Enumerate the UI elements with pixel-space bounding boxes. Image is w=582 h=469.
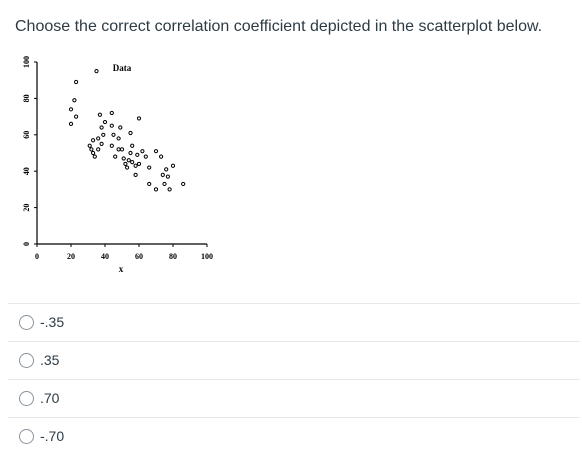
scatter-point <box>92 154 97 159</box>
answer-list: -.35 .35 .70 -.70 <box>0 303 582 455</box>
scatter-point <box>116 147 121 152</box>
scatter-point <box>118 125 123 130</box>
scatter-point <box>136 161 142 167</box>
radio-button[interactable] <box>19 353 34 368</box>
scatter-point <box>181 181 186 187</box>
answer-option-neg-035[interactable]: -.35 <box>8 303 580 341</box>
scatter-point <box>109 143 114 148</box>
x-tick-label: 20 <box>67 252 75 261</box>
scatter-point <box>167 187 172 192</box>
scatter-point <box>125 165 130 170</box>
scatter-point <box>89 147 94 152</box>
scatter-point <box>123 161 128 167</box>
x-tick-label: 0 <box>35 252 39 261</box>
answer-label: .70 <box>40 390 60 406</box>
radio-button[interactable] <box>19 391 34 406</box>
question-text: Choose the correct correlation coefficie… <box>15 18 543 35</box>
scatter-point <box>128 130 133 136</box>
scatter-point <box>130 143 135 148</box>
y-tick-label: 100 <box>22 56 31 68</box>
scatter-point <box>133 163 138 168</box>
scatter-point <box>121 156 126 161</box>
y-tick-label: 0 <box>22 242 31 246</box>
scatter-point <box>111 132 116 137</box>
scatter-point <box>130 160 135 165</box>
scatter-point <box>74 114 79 119</box>
scatter-point <box>165 174 170 179</box>
scatter-point <box>153 187 159 192</box>
answer-option-035[interactable]: .35 <box>8 341 580 379</box>
scatter-point <box>74 79 79 85</box>
scatter-point <box>99 125 104 130</box>
scatter-point <box>128 150 133 156</box>
answer-label: -.35 <box>40 314 65 330</box>
scatter-point <box>153 149 159 154</box>
scatter-point <box>109 123 114 128</box>
y-tick-label: 80 <box>22 94 31 102</box>
scatter-point <box>143 154 148 159</box>
scatter-point <box>133 172 138 177</box>
scatter-point <box>94 69 99 74</box>
radio-button[interactable] <box>19 429 34 444</box>
scatter-point <box>116 136 121 141</box>
answer-option-070[interactable]: .70 <box>8 379 580 417</box>
y-tick-label: 60 <box>22 131 31 139</box>
scatter-point <box>136 116 142 121</box>
scatter-point <box>160 172 165 177</box>
answer-option-neg-070[interactable]: -.70 <box>8 417 580 455</box>
radio-button[interactable] <box>19 315 34 330</box>
scatter-point <box>113 154 118 159</box>
scatter-point <box>140 149 145 154</box>
scatter-point <box>159 154 164 159</box>
y-tick-label: 40 <box>22 167 31 175</box>
scatter-chart: Data 0 20 40 60 80 100 0 20 40 60 80 100 x <box>22 56 213 274</box>
scatter-point <box>87 143 92 148</box>
x-tick-label: 80 <box>169 252 177 261</box>
x-tick-label: 40 <box>101 252 109 261</box>
scatter-point <box>68 121 74 126</box>
chart-title: Data <box>113 63 132 73</box>
scatter-point <box>102 119 108 125</box>
y-tick-label: 20 <box>22 204 31 212</box>
x-tick-label: 60 <box>135 252 143 261</box>
scatter-point <box>99 141 104 146</box>
scatter-point <box>68 107 74 112</box>
scatter-point <box>96 136 101 141</box>
scatter-point <box>72 98 77 103</box>
answer-label: .35 <box>40 352 60 368</box>
scatter-point <box>119 147 125 152</box>
scatter-point <box>109 110 114 116</box>
scatter-point <box>96 147 101 152</box>
scatter-point <box>126 158 131 163</box>
scatter-point <box>170 163 176 168</box>
scatter-point <box>97 112 103 117</box>
scatter-point <box>135 152 140 157</box>
scatter-point <box>147 181 152 187</box>
x-axis-label: x <box>119 264 124 274</box>
answer-label: -.70 <box>40 428 65 444</box>
scatter-point <box>91 150 96 156</box>
scatter-point <box>101 132 106 137</box>
scatter-point <box>164 167 169 172</box>
scatter-point <box>91 138 96 143</box>
scatter-point <box>147 165 152 170</box>
x-tick-label: 100 <box>201 252 213 261</box>
scatter-point <box>162 181 167 187</box>
